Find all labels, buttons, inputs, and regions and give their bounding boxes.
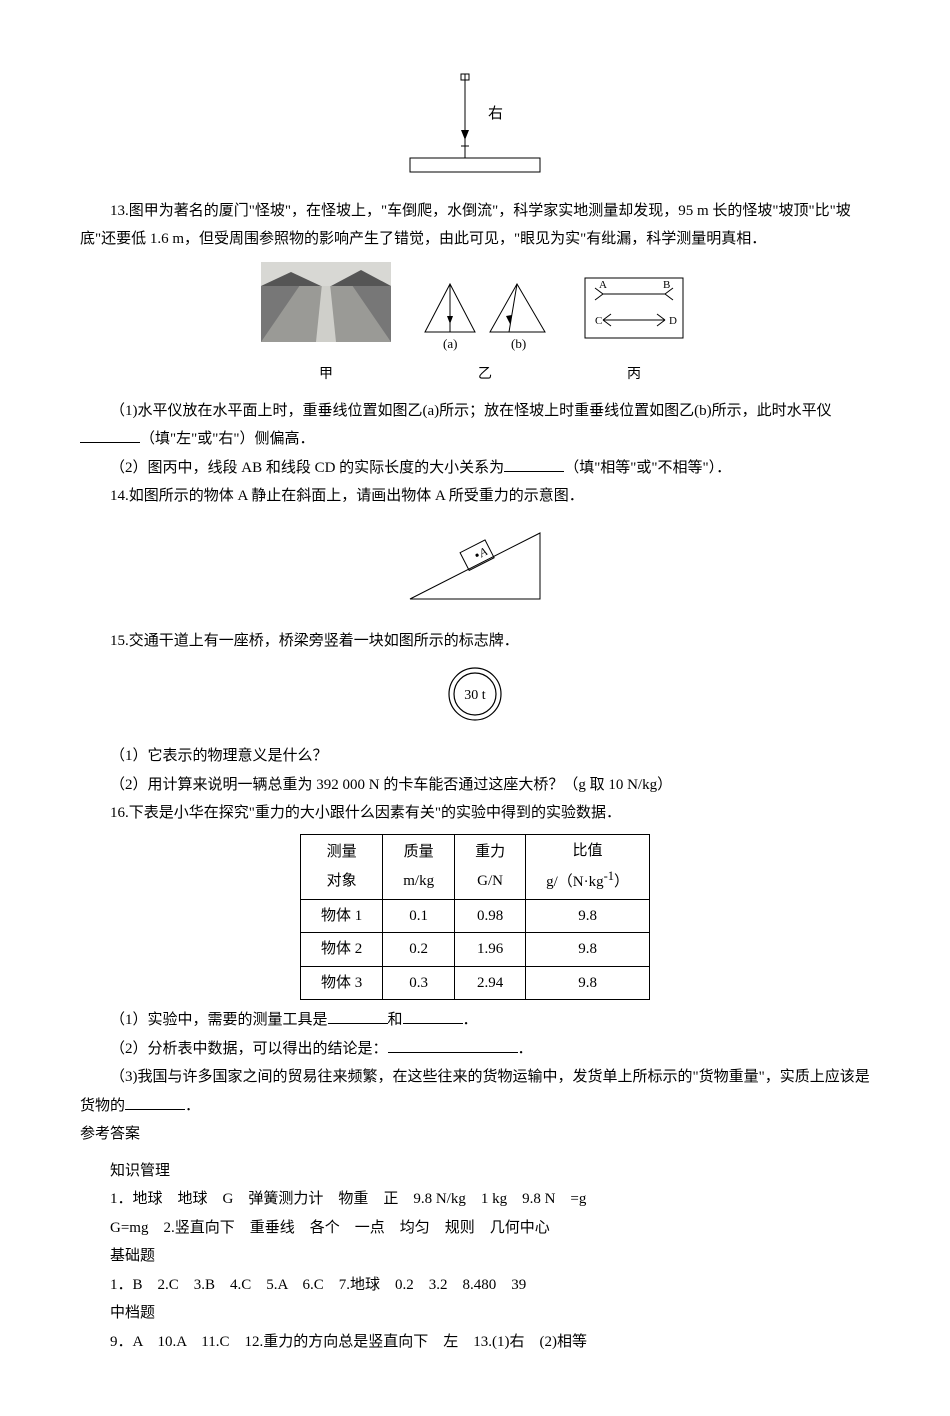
svg-text:A: A	[599, 279, 607, 291]
th-mass: 质量m/kg	[383, 834, 455, 899]
km-line2: G=mg 2.竖直向下 重垂线 各个 一点 均匀 规则 几何中心	[80, 1214, 870, 1243]
caption-bing: 丙	[579, 362, 689, 389]
answers-block: 知识管理 1．地球 地球 G 弹簧测力计 物重 正 9.8 N/kg 1 kg …	[80, 1157, 870, 1357]
q16-p3: （3)我国与许多国家之间的贸易往来频繁，在这些往来的货物运输中，发货单上所标示的…	[80, 1063, 870, 1120]
svg-text:B: B	[663, 279, 670, 291]
zd-title: 中档题	[80, 1299, 870, 1328]
q13-part2-post: （填"相等"或"不相等"）．	[564, 460, 731, 476]
q15-p1: （1）它表示的物理意义是什么？	[80, 742, 870, 771]
svg-text:D: D	[669, 315, 677, 327]
blank-16-1a[interactable]	[328, 1008, 388, 1024]
q13-intro: 13.图甲为著名的厦门"怪坡"，在怪坡上，"车倒爬，水倒流"，科学家实地测量却发…	[80, 197, 870, 254]
figure-jia: 甲	[261, 262, 391, 389]
caption-jia: 甲	[261, 362, 391, 389]
q13-part1: （1)水平仪放在水平面上时，重垂线位置如图乙(a)所示；放在怪坡上时重垂线位置如…	[80, 397, 870, 454]
svg-text:30 t: 30 t	[464, 688, 486, 703]
table-head-row1: 测量对象 质量m/kg 重力G/N 比值g/（N·kg-1）	[300, 834, 649, 899]
svg-text:C: C	[595, 315, 602, 327]
q16-p2: （2）分析表中数据，可以得出的结论是：．	[80, 1035, 870, 1064]
q13-part2-pre: （2）图丙中，线段 AB 和线段 CD 的实际长度的大小关系为	[110, 460, 504, 476]
figure-incline: A	[80, 519, 870, 620]
figure-sign: 30 t	[80, 664, 870, 735]
q16-p1: （1）实验中，需要的测量工具是和．	[80, 1006, 870, 1035]
blank-16-2[interactable]	[388, 1037, 518, 1053]
table-row: 物体 2 0.2 1.96 9.8	[300, 933, 649, 967]
svg-text:(a): (a)	[443, 336, 457, 351]
q13-part2: （2）图丙中，线段 AB 和线段 CD 的实际长度的大小关系为 （填"相等"或"不…	[80, 454, 870, 483]
km-title: 知识管理	[80, 1157, 870, 1186]
caption-yi: 乙	[415, 362, 555, 389]
q13-part1-pre: （1)水平仪放在水平面上时，重垂线位置如图乙(a)所示；放在怪坡上时重垂线位置如…	[110, 403, 832, 419]
jc-line1: 1．B 2.C 3.B 4.C 5.A 6.C 7.地球 0.2 3.2 8.4…	[80, 1271, 870, 1300]
figure-yi: (a) (b) 乙	[415, 272, 555, 389]
table-row: 物体 1 0.1 0.98 9.8	[300, 899, 649, 933]
q14-text: 14.如图所示的物体 A 静止在斜面上，请画出物体 A 所受重力的示意图．	[80, 482, 870, 511]
figure-plumb-right: 右	[80, 68, 870, 189]
svg-text:(b): (b)	[511, 336, 526, 351]
table-row: 物体 3 0.3 2.94 9.8	[300, 966, 649, 1000]
th-obj1: 测量对象	[300, 834, 382, 899]
blank-16-1b[interactable]	[403, 1008, 463, 1024]
zd-line1: 9．A 10.A 11.C 12.重力的方向总是竖直向下 左 13.(1)右 (…	[80, 1328, 870, 1357]
plumb-svg: 右	[400, 68, 550, 178]
label-right: 右	[488, 105, 503, 122]
km-line1: 1．地球 地球 G 弹簧测力计 物重 正 9.8 N/kg 1 kg 9.8 N…	[80, 1185, 870, 1214]
answers-title: 参考答案	[80, 1120, 870, 1149]
q16-intro: 16.下表是小华在探究"重力的大小跟什么因素有关"的实验中得到的实验数据．	[80, 799, 870, 828]
blank-16-3[interactable]	[125, 1094, 185, 1110]
q13-figures: 甲 (a) (b) 乙	[80, 262, 870, 389]
th-ratio: 比值g/（N·kg-1）	[526, 834, 650, 899]
th-g: 重力G/N	[455, 834, 526, 899]
jc-title: 基础题	[80, 1242, 870, 1271]
q15-intro: 15.交通干道上有一座桥，桥梁旁竖着一块如图所示的标志牌．	[80, 627, 870, 656]
blank-13-2[interactable]	[504, 456, 564, 472]
q13-part1-post: （填"左"或"右"）侧偏高．	[140, 431, 315, 447]
figure-bing: A B C D 丙	[579, 272, 689, 389]
q15-p2: （2）用计算来说明一辆总重为 392 000 N 的卡车能否通过这座大桥？（g …	[80, 771, 870, 800]
q16-table: 测量对象 质量m/kg 重力G/N 比值g/（N·kg-1） 物体 1 0.1 …	[300, 834, 650, 1001]
blank-13-1[interactable]	[80, 427, 140, 443]
